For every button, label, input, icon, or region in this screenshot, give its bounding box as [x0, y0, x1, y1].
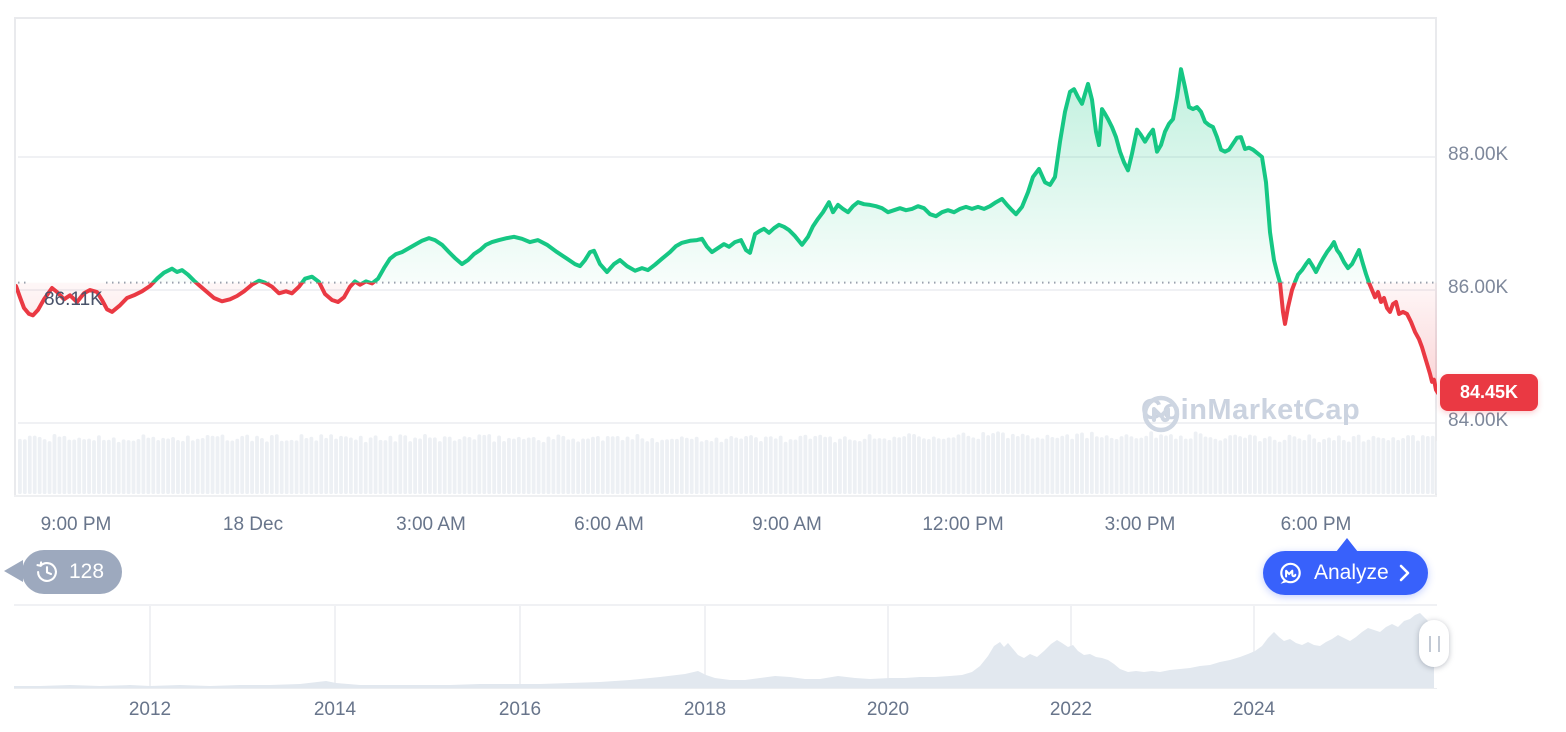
volume-bars	[18, 431, 1437, 494]
overview-area	[14, 613, 1434, 688]
analyze-button-notch	[1336, 538, 1358, 552]
cmc-chat-bubble-icon	[1280, 562, 1301, 584]
x-axis-tick: 6:00 AM	[574, 514, 644, 535]
baseline-price-label: 86.11K	[44, 289, 103, 310]
analyze-label: Analyze	[1314, 561, 1389, 584]
clock-history-icon	[36, 561, 57, 582]
history-badge[interactable]: 128	[22, 550, 123, 594]
timeline-overview-pane[interactable]	[14, 604, 1437, 689]
year-axis-tick: 2018	[683, 699, 727, 720]
coinmarketcap-watermark: CoinMarketCap	[1141, 394, 1360, 433]
coinmarketcap-logo-icon	[1142, 395, 1180, 433]
history-badge-tail	[4, 560, 23, 582]
x-axis-tick: 18 Dec	[222, 514, 284, 535]
price-area-above-fill	[153, 69, 1369, 283]
drag-grip-icon	[1428, 635, 1440, 652]
year-axis-tick: 2016	[498, 699, 542, 720]
x-axis-tick: 3:00 PM	[1104, 514, 1176, 535]
x-axis-tick: 9:00 AM	[752, 514, 822, 535]
x-axis-tick: 12:00 PM	[922, 514, 1004, 535]
y-axis-tick-88.00K: 88.00K	[1448, 144, 1509, 165]
x-axis-tick: 3:00 AM	[396, 514, 466, 535]
year-axis-tick: 2022	[1049, 699, 1093, 720]
year-axis-tick: 2012	[128, 699, 172, 720]
y-axis-tick-84.00K: 84.00K	[1448, 410, 1509, 431]
chart-bottom-separator	[14, 495, 1437, 497]
timeline-drag-handle[interactable]	[1419, 620, 1449, 667]
y-axis-tick-86.00K: 86.00K	[1448, 277, 1509, 298]
price-line-green	[150, 67, 1372, 283]
x-axis-tick: 9:00 PM	[40, 514, 112, 535]
analyze-button[interactable]: Analyze	[1263, 551, 1428, 595]
price-line-red	[16, 282, 1437, 395]
current-price-badge: 84.45K	[1440, 374, 1538, 411]
chevron-right-icon	[1399, 564, 1410, 582]
year-axis-tick: 2020	[866, 699, 910, 720]
price-chart-pane[interactable]: CoinMarketCap 86.11K	[14, 17, 1437, 497]
x-axis-tick: 6:00 PM	[1280, 514, 1352, 535]
timeline-overview-svg[interactable]	[14, 606, 1437, 688]
history-count: 128	[69, 560, 105, 583]
year-axis-tick: 2024	[1232, 699, 1276, 720]
year-axis-tick: 2014	[313, 699, 357, 720]
price-chart-svg[interactable]	[16, 19, 1437, 497]
